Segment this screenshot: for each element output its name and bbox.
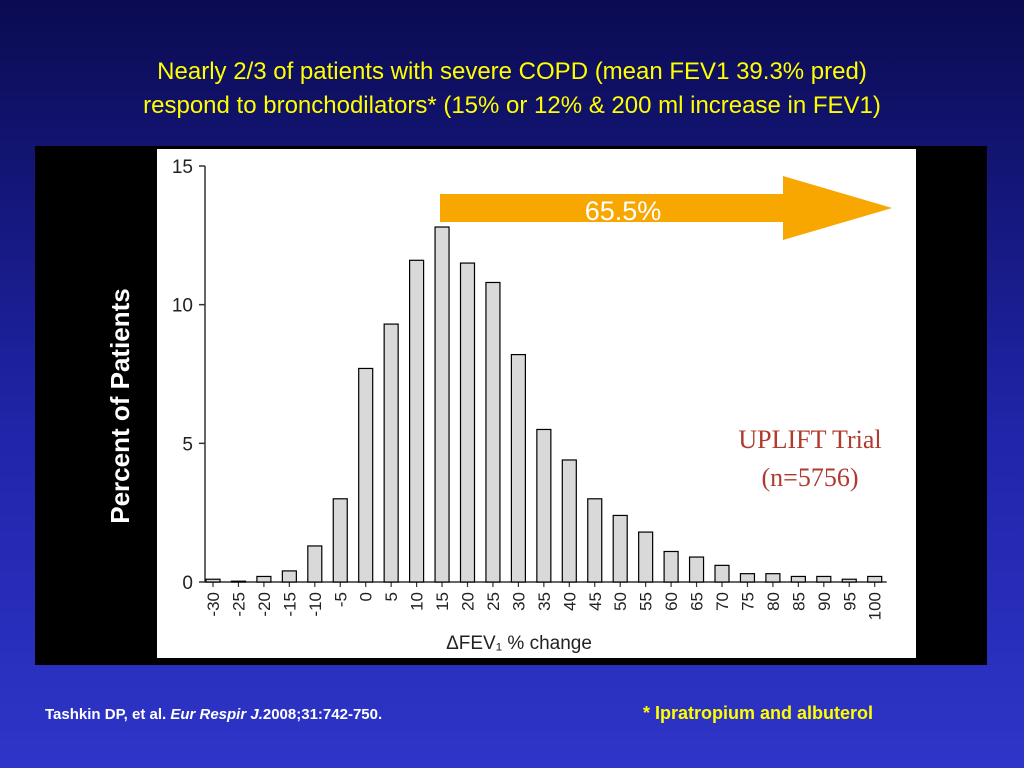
bar-55 <box>638 531 654 583</box>
bar--25 <box>230 580 247 583</box>
x-tick-label: 5 <box>382 592 401 601</box>
x-tick-label: 10 <box>408 592 427 611</box>
slide-title: Nearly 2/3 of patients with severe COPD … <box>0 55 1024 123</box>
bar-40 <box>561 459 577 583</box>
x-tick-label: 20 <box>459 592 478 611</box>
bar-5 <box>383 323 399 583</box>
x-tick-label: 100 <box>866 592 885 620</box>
chart-bars <box>205 226 883 583</box>
slide-title-line-2: respond to bronchodilators* (15% or 12% … <box>143 92 881 119</box>
bar-95 <box>841 578 857 583</box>
arrow-shape <box>440 176 892 240</box>
chart-frame: Percent of Patients ΔFEV₁ % change 65.5%… <box>35 146 987 665</box>
x-tick-label: 45 <box>586 592 605 611</box>
arrow-label: 65.5% <box>585 196 662 226</box>
x-tick-label: 0 <box>357 592 376 601</box>
x-tick-label: -5 <box>331 592 350 607</box>
arrow-annotation: 65.5% <box>440 176 892 240</box>
bar-25 <box>485 281 501 583</box>
x-tick-label: 80 <box>764 592 783 611</box>
y-tick-label: 15 <box>172 157 193 178</box>
x-tick-label: -10 <box>306 592 325 617</box>
bar-10 <box>409 259 425 583</box>
footer-citation: Tashkin DP, et al. Eur Respir J.2008;31:… <box>45 706 382 723</box>
y-tick-label: 5 <box>182 434 193 455</box>
y-axis-label: Percent of Patients <box>105 288 135 524</box>
trial-label: UPLIFT Trial <box>738 425 881 454</box>
x-tick-label: 90 <box>815 592 834 611</box>
x-tick-label: 85 <box>789 592 808 611</box>
x-tick-label: -20 <box>255 592 274 617</box>
x-tick-label: 55 <box>637 592 656 611</box>
x-tick-label: 35 <box>535 592 554 611</box>
bar-15 <box>434 226 450 583</box>
bar-0 <box>358 367 374 583</box>
bar--5 <box>332 498 348 583</box>
x-tick-label: 40 <box>560 592 579 611</box>
bar-65 <box>688 556 705 583</box>
bar-30 <box>510 353 526 583</box>
y-tick-label: 10 <box>172 296 193 317</box>
trial-n-label: (n=5756) <box>762 463 859 492</box>
bar-85 <box>790 575 806 583</box>
slide-title-line-1: Nearly 2/3 of patients with severe COPD … <box>157 58 867 85</box>
bar-35 <box>536 428 552 583</box>
bar-20 <box>459 262 476 583</box>
bar--30 <box>205 578 221 583</box>
bar--15 <box>281 570 297 583</box>
bar-chart: Percent of Patients ΔFEV₁ % change 65.5%… <box>105 149 916 658</box>
x-tick-label: 25 <box>484 592 503 611</box>
x-tick-label: 65 <box>688 592 707 611</box>
bar--10 <box>307 545 323 583</box>
x-tick-label: 50 <box>611 592 630 611</box>
x-tick-label: 60 <box>662 592 681 611</box>
x-tick-label: 15 <box>433 592 452 611</box>
bar-45 <box>587 498 603 583</box>
x-tick-label: -25 <box>229 592 248 617</box>
x-tick-label: -15 <box>280 592 299 617</box>
bar-80 <box>765 573 781 583</box>
bar--20 <box>256 575 272 583</box>
bar-70 <box>714 564 730 583</box>
bar-90 <box>816 575 832 583</box>
footnote: * Ipratropium and albuterol <box>643 703 874 723</box>
x-axis-label: ΔFEV₁ % change <box>446 633 592 654</box>
bar-60 <box>663 550 679 583</box>
bar-75 <box>739 573 756 583</box>
x-tick-label: 30 <box>509 592 528 611</box>
citation-details: 2008;31:742-750. <box>262 706 383 723</box>
citation-journal: Eur Respir J. <box>170 706 263 723</box>
x-tick-label: 75 <box>738 592 757 611</box>
bar-100 <box>867 575 883 583</box>
x-tick-label: -30 <box>204 592 223 617</box>
x-tick-label: 95 <box>840 592 859 611</box>
x-tick-label: 70 <box>713 592 732 611</box>
bar-50 <box>612 514 628 583</box>
citation-authors: Tashkin DP, et al. <box>45 706 171 723</box>
y-tick-label: 0 <box>182 573 193 594</box>
